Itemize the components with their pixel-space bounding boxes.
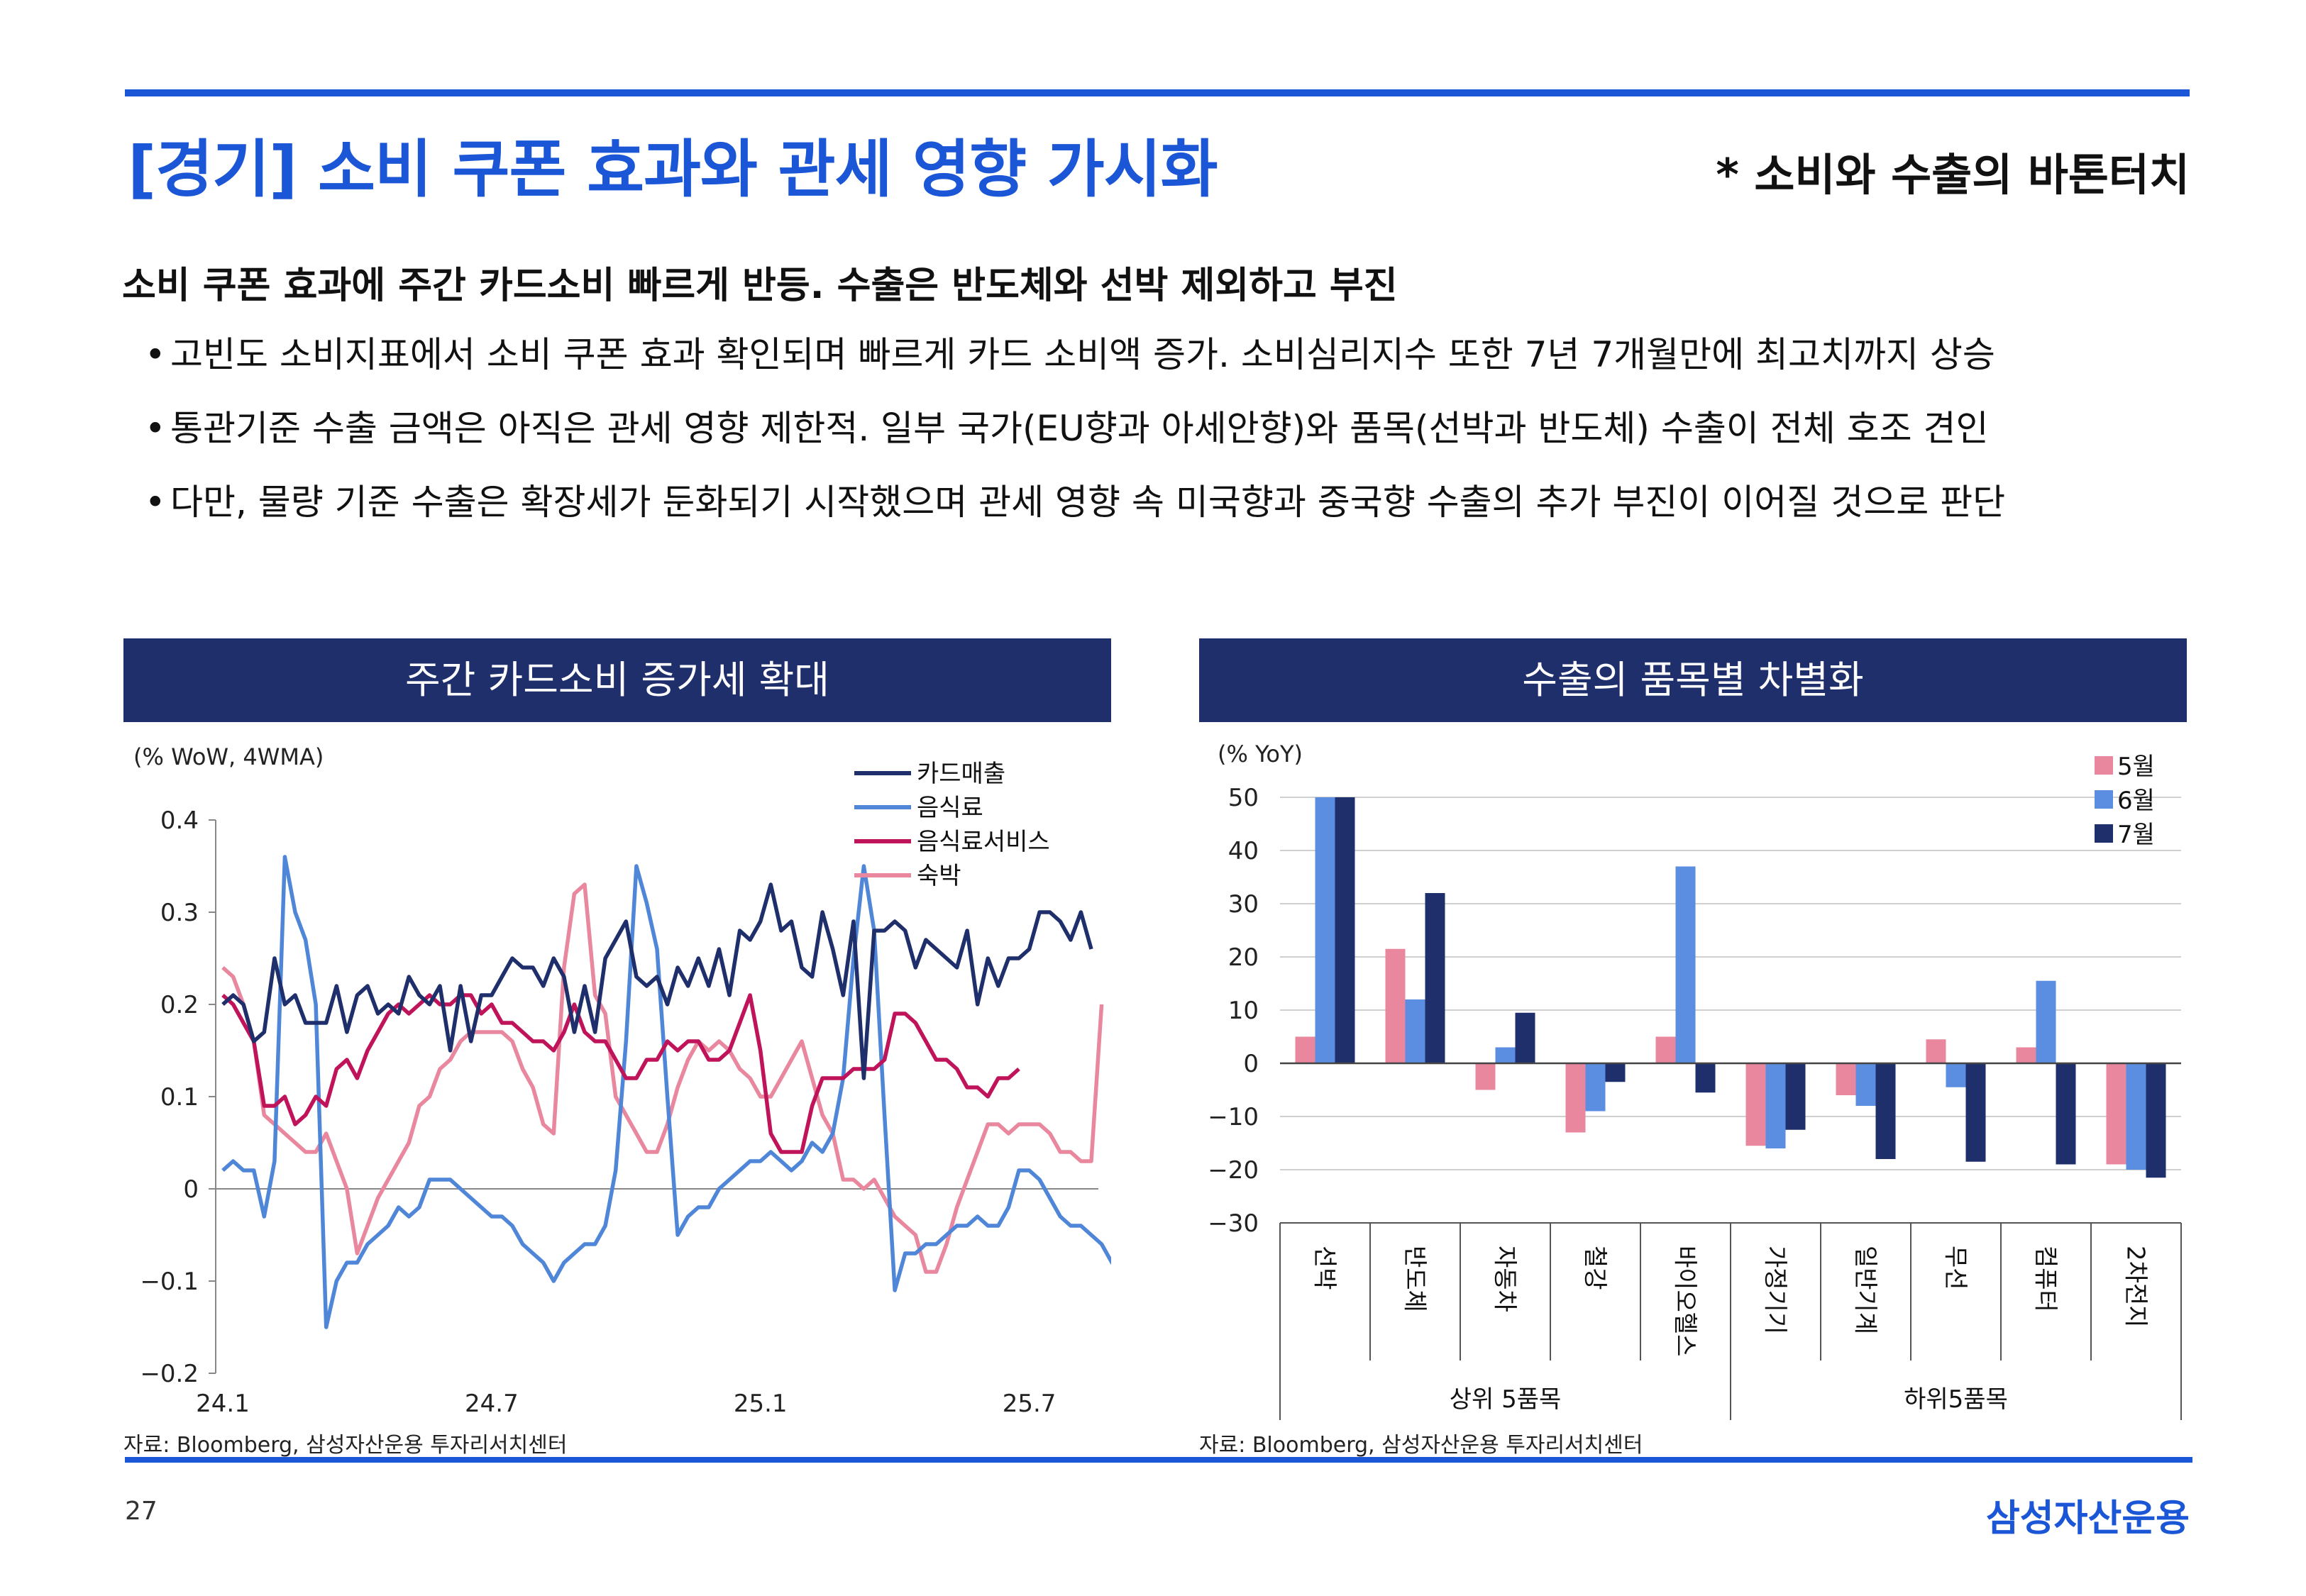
- bar-5월: [1745, 1063, 1766, 1146]
- y-tick-label: 0: [183, 1175, 199, 1204]
- legend-label: 숙박: [917, 862, 961, 890]
- y-tick-label: 40: [1228, 837, 1259, 865]
- group-label: 하위5품목: [1904, 1385, 2008, 1414]
- bar-6월: [1855, 1063, 1876, 1106]
- legend-swatch: [2095, 790, 2113, 809]
- bar-6월: [1765, 1063, 1786, 1148]
- bar-6월: [1495, 1047, 1516, 1063]
- y-tick-label: 0.1: [160, 1083, 199, 1112]
- y-tick-label: 20: [1228, 943, 1259, 972]
- bar-6월: [2126, 1063, 2146, 1170]
- bar-5월: [1385, 948, 1406, 1063]
- category-label: 반도체: [1401, 1246, 1429, 1312]
- y-tick-label: 10: [1228, 997, 1259, 1025]
- y-tick-label: 0: [1243, 1050, 1259, 1078]
- bullet-item: • 고빈도 소비지표에서 소비 쿠폰 효과 확인되며 빠르게 카드 소비액 증가.…: [145, 326, 2005, 400]
- group-label: 상위 5품목: [1450, 1385, 1562, 1414]
- bar-6월: [2036, 980, 2056, 1063]
- bar-5월: [1655, 1036, 1676, 1063]
- brand-logo: 삼성자산운용: [1985, 1497, 2190, 1540]
- bar-chart-title: 수출의 품목별 차별화: [1199, 638, 2187, 722]
- bar-5월: [2016, 1047, 2036, 1063]
- y-tick-label: −20: [1208, 1156, 1259, 1185]
- category-label: 컴퓨터: [2031, 1246, 2060, 1312]
- bullet-dot: •: [145, 408, 166, 449]
- line-chart-title: 주간 카드소비 증가세 확대: [123, 638, 1111, 722]
- y-tick-label: −0.2: [140, 1360, 199, 1388]
- y-tick-label: 0.4: [160, 807, 199, 835]
- y-tick-label: 30: [1228, 890, 1259, 919]
- y-tick-label: 0.2: [160, 991, 199, 1019]
- category-label: 선박: [1311, 1246, 1339, 1290]
- bottom-accent-bar: [125, 1457, 2192, 1463]
- x-tick-label: 25.1: [734, 1390, 788, 1418]
- legend-label: 7월: [2117, 821, 2155, 849]
- card-spending-line-chart: (% WoW, 4WMA) 0.4 0.3 0.2 0.1 0 −0.1 −0.224.1 24…: [133, 743, 1111, 1418]
- y-tick-label: −0.1: [140, 1268, 199, 1296]
- page-title: [경기] 소비 쿠폰 효과와 관세 영향 가시화: [128, 133, 1218, 206]
- top-accent-bar: [125, 89, 2190, 96]
- bar-5월: [1295, 1036, 1315, 1063]
- legend-swatch: [2095, 756, 2113, 775]
- bar-7월: [1515, 1012, 1535, 1063]
- bar-7월: [2056, 1063, 2076, 1165]
- bar-6월: [1675, 866, 1696, 1063]
- y-axis-label: (% WoW, 4WMA): [133, 743, 324, 770]
- category-label: 2차전지: [2122, 1246, 2150, 1327]
- category-label: 자동차: [1491, 1246, 1519, 1312]
- bar-5월: [1565, 1063, 1586, 1133]
- bullet-item: • 통관기준 수출 금액은 아직은 관세 영향 제한적. 일부 국가(EU향과 아…: [145, 400, 2005, 474]
- page-number: 27: [125, 1497, 158, 1526]
- series-line-음식료서비스: [221, 993, 1020, 1154]
- y-tick-label: 50: [1228, 784, 1259, 812]
- legend-label: 6월: [2117, 787, 2155, 815]
- bullet-dot: •: [145, 482, 166, 523]
- bullet-list: • 고빈도 소비지표에서 소비 쿠폰 효과 확인되며 빠르게 카드 소비액 증가.…: [145, 326, 2005, 548]
- category-label: 가정기기: [1761, 1246, 1789, 1334]
- category-label: 철강: [1581, 1246, 1609, 1290]
- y-tick-label: −10: [1208, 1103, 1259, 1131]
- export-items-bar-chart: (% YoY) 50 40 30 20 10 0 −10 −20 −30 선박 반도체 자동차 철강 바이오…: [1208, 741, 2182, 1420]
- line-chart-source: 자료: Bloomberg, 삼성자산운용 투자리서치센터: [123, 1433, 568, 1458]
- bar-5월: [1836, 1063, 1856, 1095]
- x-tick-label: 25.7: [1003, 1390, 1057, 1418]
- bar-5월: [1926, 1039, 1946, 1063]
- bar-7월: [2146, 1063, 2166, 1178]
- bar-6월: [1405, 999, 1425, 1063]
- bar-6월: [1946, 1063, 1966, 1087]
- y-tick-label: 0.3: [160, 899, 199, 927]
- bar-7월: [1875, 1063, 1896, 1159]
- category-label: 일반기계: [1851, 1246, 1880, 1334]
- y-axis-label: (% YoY): [1218, 741, 1303, 767]
- bar-6월: [1585, 1063, 1606, 1112]
- bar-5월: [2106, 1063, 2126, 1165]
- bullet-item: • 다만, 물량 기준 수출은 확장세가 둔화되기 시작했으며 관세 영향 속 미…: [145, 474, 2005, 548]
- category-label: 바이오헬스: [1671, 1246, 1699, 1356]
- legend-swatch: [2095, 824, 2113, 843]
- series-line-숙박: [221, 882, 1104, 1274]
- series-line-카드매출: [221, 882, 1093, 1080]
- bar-7월: [1425, 893, 1445, 1063]
- category-label: 무선: [1941, 1246, 1970, 1290]
- series-line-음식료: [221, 855, 1111, 1329]
- page-tag: * 소비와 수출의 바톤터치: [1716, 149, 2190, 201]
- x-tick-label: 24.1: [196, 1390, 250, 1418]
- bar-7월: [1785, 1063, 1806, 1130]
- legend-label: 카드매출: [917, 760, 1005, 788]
- bar-5월: [1475, 1063, 1496, 1090]
- bar-chart-source: 자료: Bloomberg, 삼성자산운용 투자리서치센터: [1199, 1433, 1643, 1458]
- headline: 소비 쿠폰 효과에 주간 카드소비 빠르게 반등. 수출은 반도체와 선박 제외…: [122, 265, 1398, 307]
- bar-6월: [1315, 797, 1335, 1063]
- bar-7월: [1605, 1063, 1626, 1082]
- x-tick-label: 24.7: [465, 1390, 519, 1418]
- legend-label: 음식료서비스: [917, 828, 1050, 856]
- legend-label: 음식료: [917, 794, 983, 822]
- bar-7월: [1695, 1063, 1716, 1093]
- y-tick-label: −30: [1208, 1209, 1259, 1238]
- legend-label: 5월: [2117, 753, 2155, 781]
- bar-7월: [1335, 797, 1355, 1063]
- bullet-dot: •: [145, 334, 166, 375]
- bar-7월: [1965, 1063, 1986, 1162]
